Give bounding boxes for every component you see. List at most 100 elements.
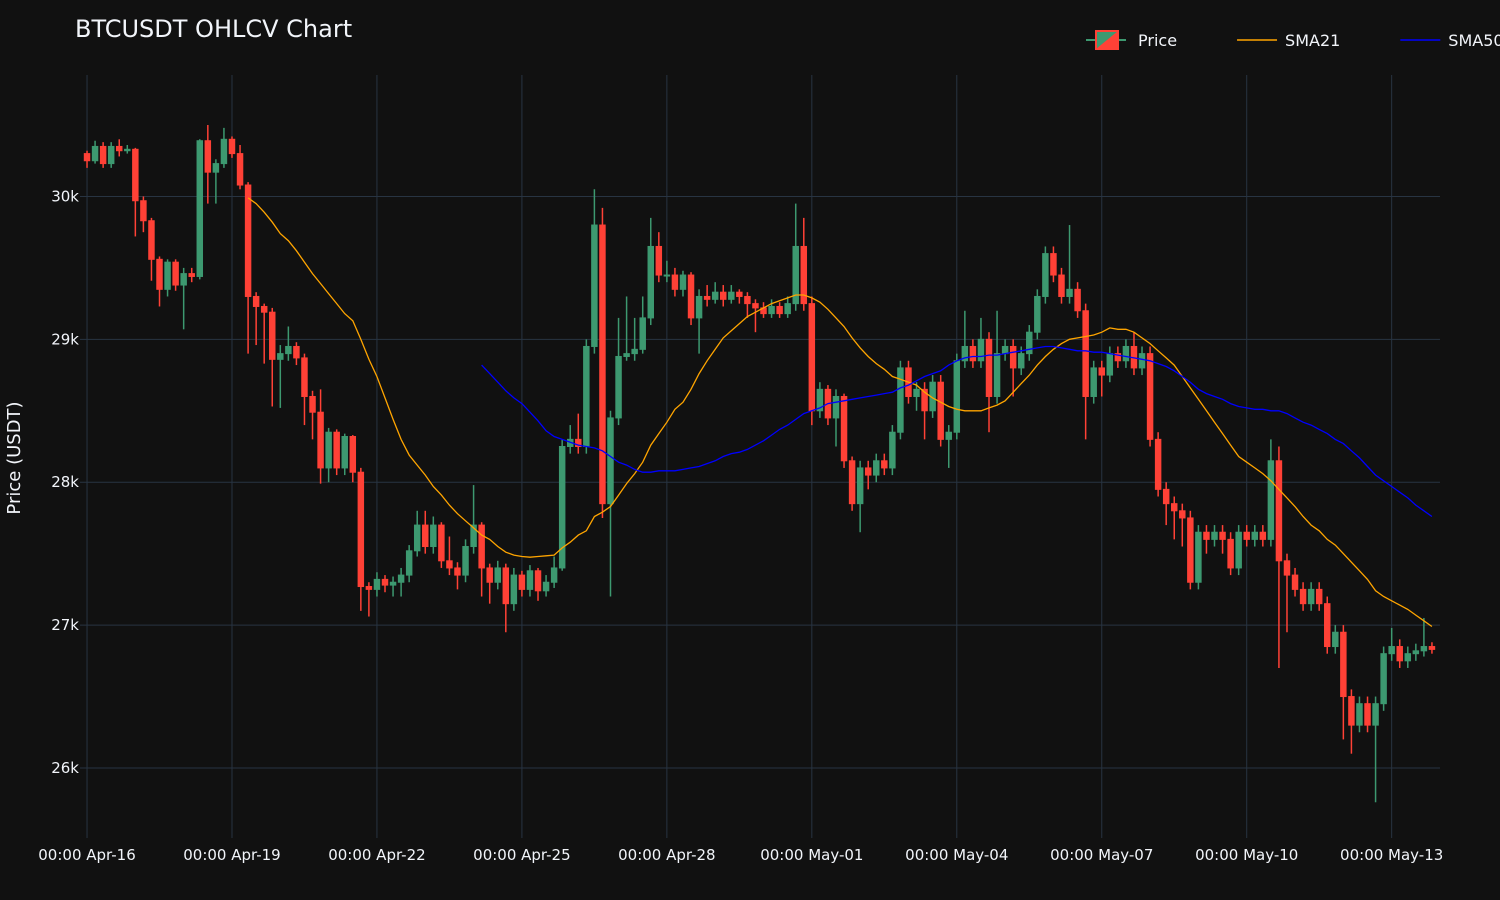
candle-body [269,311,276,360]
candle-body [172,261,179,286]
line [481,345,1433,518]
candle-body [99,145,107,165]
candle-body [405,550,413,576]
y-tick-label: 26k [51,759,79,777]
x-tick-label: 00:00 May-13 [1340,846,1443,864]
candle-body [510,574,518,605]
x-tick-label: 00:00 Apr-16 [38,846,136,864]
candle-body [1001,345,1009,355]
candle-body [1211,531,1218,540]
legend-symbol [1096,31,1118,49]
candle-body [220,138,228,165]
candle-body [164,261,171,290]
candle-body [301,357,308,397]
candle-body [1106,353,1114,376]
legend-label: SMA50 [1448,31,1500,50]
candle-body [1195,531,1202,583]
candle-body [848,460,856,505]
candle-body [1275,460,1283,562]
candle-body [961,345,969,362]
candle-body [486,567,493,583]
candle-body [953,360,961,433]
candle-body [1009,345,1017,369]
candle-body [1138,353,1146,369]
candle-body [1034,295,1041,333]
candle-body [711,291,719,300]
candle-body [615,355,622,419]
candle-body [446,560,453,569]
candle-body [832,395,840,419]
candle-body [1380,653,1387,705]
candle-body [816,388,824,412]
candle-body [1372,703,1379,726]
candle-body [116,145,123,152]
candle-body [687,274,695,319]
candle-body [921,388,928,412]
legend-label: SMA21 [1285,31,1340,50]
candle-body [864,467,872,476]
candle-body [1187,517,1194,583]
candle-body [212,163,220,173]
candle-body [1098,367,1105,376]
candle-body [1348,696,1355,726]
candle-body [285,345,292,355]
candle-body [357,471,365,588]
candle-body [639,317,646,350]
candle-body [1162,488,1170,505]
candle-body [1340,631,1347,698]
candle-body [413,524,421,552]
candle-body [969,345,977,362]
candle-body [1074,288,1081,312]
candle-body [1420,646,1428,652]
candle-body [1114,353,1122,362]
candle-body [768,305,775,315]
x-tick-label: 00:00 May-10 [1195,846,1298,864]
candle-body [945,431,952,440]
candle-body [1428,646,1436,650]
candle-body [647,245,655,319]
candle-body [776,305,783,315]
candle-body [1066,288,1073,297]
candle-body [148,220,155,260]
legend-label: Price [1138,31,1177,50]
candle-body [1291,574,1299,590]
axes: 26k 27k 28k 29k 30k 00:00 Apr-16 00:00 Apr-19 0… [38,187,1443,864]
candle-body [808,303,816,412]
candle-body [1388,646,1395,655]
candle-body [631,348,638,355]
candle-body [703,295,711,300]
candle-body [1332,631,1339,648]
candle-body [1122,345,1130,362]
candle-body [422,524,429,548]
candle-body [591,224,598,347]
candle-body [1364,703,1371,726]
legend: Price SMA21 SMA50 [1086,30,1500,50]
candle-body [204,140,212,173]
candle-body [502,567,510,605]
candle-body [228,138,236,155]
candle-body [840,395,848,462]
y-tick-label: 30k [51,187,79,205]
candle-body [1042,253,1049,297]
candle-body [438,524,445,562]
candle-body [655,245,663,276]
candle-body [1179,510,1186,519]
candle-body [478,524,485,569]
candle-body [1251,531,1259,540]
candle-body [558,445,566,569]
candle-body [607,417,614,505]
candle-body [1324,603,1331,648]
candle-body [518,574,526,590]
candle-body [83,153,91,162]
candle-body [663,274,671,277]
candle-body [333,431,340,469]
candle-body [1170,503,1178,512]
candle-body [341,435,348,469]
candle-body [454,567,461,576]
candle-body [1299,588,1307,605]
x-tick-label: 00:00 Apr-22 [328,846,426,864]
candle-body [349,435,357,473]
candle-body [534,570,542,592]
